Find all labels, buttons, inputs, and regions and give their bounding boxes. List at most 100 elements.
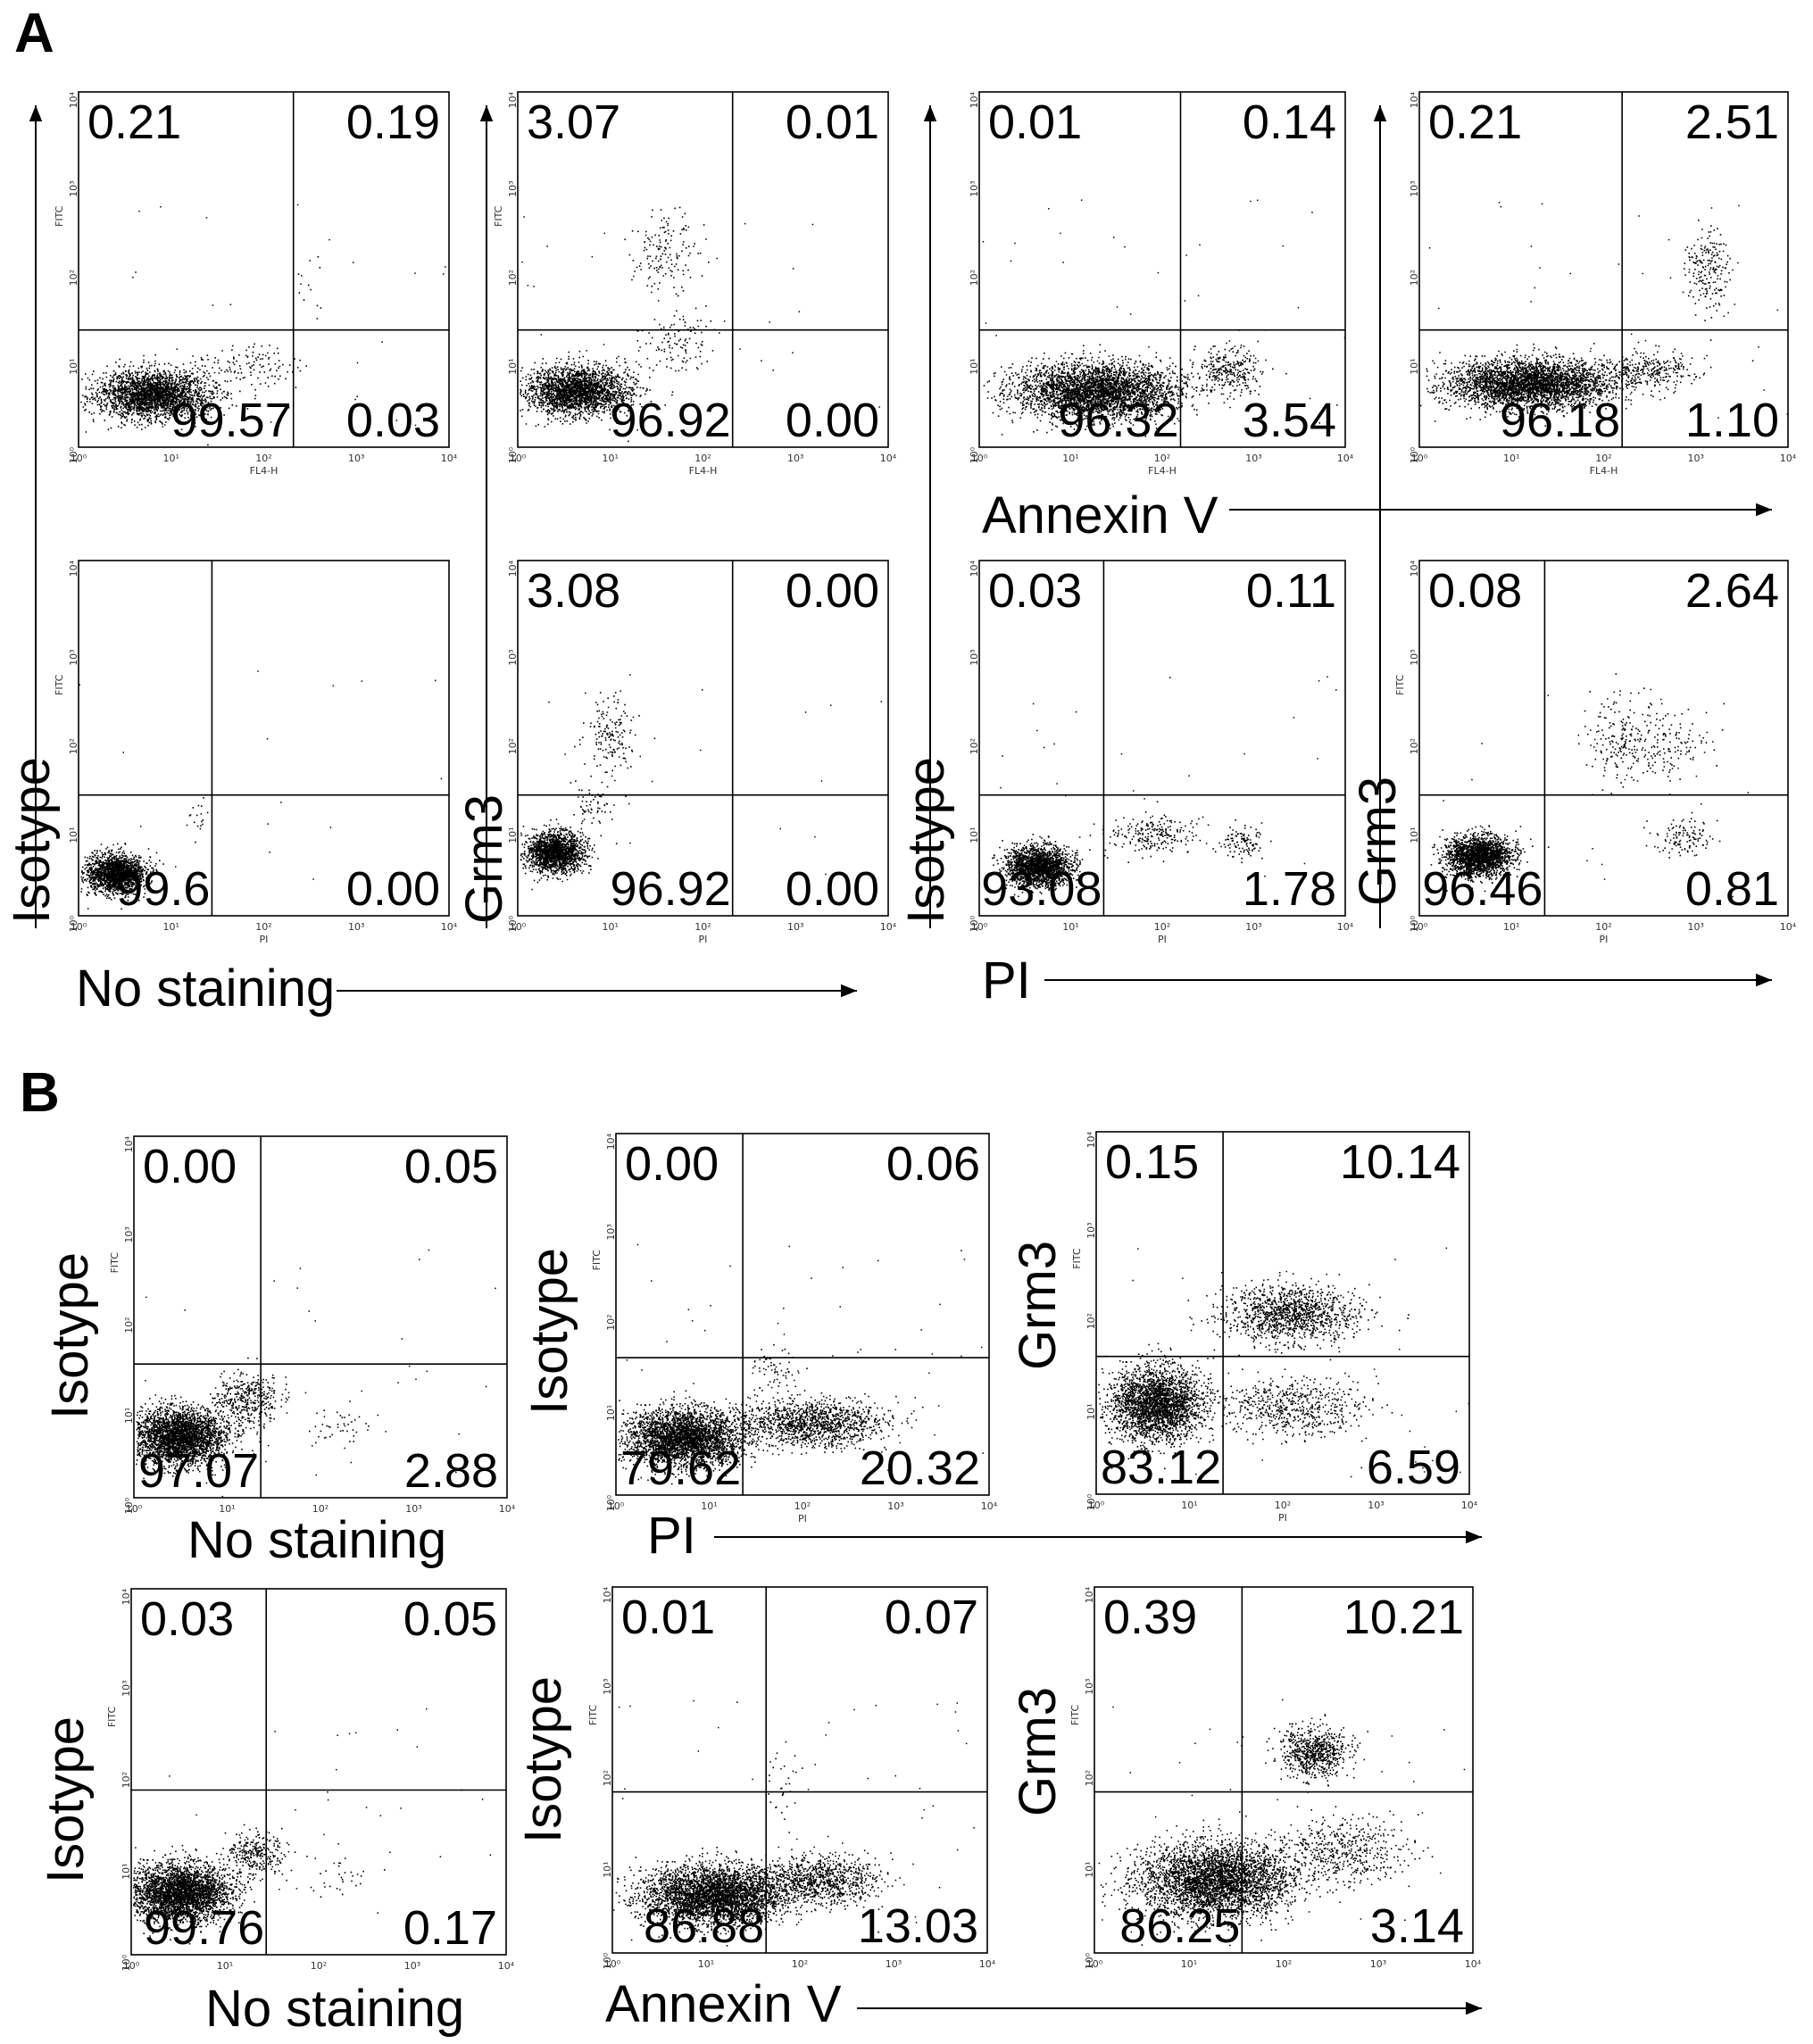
x-tick-label: 10² bbox=[311, 1960, 327, 1972]
quadrant-value-ul: 3.08 bbox=[527, 564, 620, 618]
quadrant-value-ll: 97.07 bbox=[138, 1444, 259, 1498]
x-tick-label: 10⁴ bbox=[1461, 1500, 1478, 1511]
x-tick-label: 10³ bbox=[887, 1500, 903, 1512]
x-tick-label: 10¹ bbox=[1503, 921, 1519, 933]
plot-frame bbox=[978, 560, 1346, 917]
x-tick-label: 10⁰ bbox=[608, 1500, 625, 1512]
x-tick-label: 10¹ bbox=[1062, 921, 1078, 933]
quadrant-value-ur: 0.06 bbox=[886, 1137, 980, 1191]
event-cluster bbox=[211, 1729, 398, 1882]
quadrant-value-ul: 0.21 bbox=[87, 96, 181, 149]
quadrant-value-ur: 0.07 bbox=[885, 1591, 978, 1644]
y-tick-label: 10⁴ bbox=[68, 91, 79, 108]
x-tick-label: 10³ bbox=[348, 921, 364, 933]
event-cluster bbox=[520, 216, 880, 443]
x-tick-label: 10⁴ bbox=[1780, 921, 1797, 933]
x-tick-label: 10⁰ bbox=[71, 453, 87, 464]
plot-layer: 10⁰ 10⁰ 10¹ 10¹ 10² 10² 10³ 10³ 10⁴ 10⁴ FL4-H FITC 0… bbox=[54, 91, 1797, 1972]
plot-frame bbox=[1095, 1131, 1470, 1495]
x-tick-label: 10² bbox=[312, 1503, 329, 1515]
quadrant-value-lr: 6.59 bbox=[1367, 1441, 1460, 1494]
x-axis-title: PI bbox=[982, 951, 1031, 1010]
x-tick-label: 10³ bbox=[1245, 921, 1261, 933]
y-channel-label: FITC bbox=[54, 674, 65, 695]
quadrant-value-ll: 93.08 bbox=[981, 862, 1102, 916]
event-cluster bbox=[136, 1249, 496, 1498]
y-tick-label: 10⁰ bbox=[121, 1954, 132, 1971]
quadrant-value-ll: 96.92 bbox=[611, 394, 731, 447]
x-tick-label: 10⁰ bbox=[1088, 1500, 1105, 1511]
scatter-dots bbox=[1098, 1247, 1470, 1478]
scatter-dots bbox=[982, 199, 1346, 437]
quadrant-value-ur: 2.64 bbox=[1685, 564, 1779, 618]
x-channel-label: PI bbox=[798, 1513, 807, 1525]
event-cluster bbox=[1612, 702, 1726, 795]
y-tick-label: 10² bbox=[1084, 1770, 1095, 1786]
plot-frame bbox=[1418, 560, 1789, 917]
x-tick-label: 10⁰ bbox=[604, 1958, 621, 1970]
y-tick-label: 10³ bbox=[1084, 1679, 1095, 1695]
event-cluster bbox=[1573, 220, 1788, 415]
y-tick-label: 10¹ bbox=[68, 827, 79, 843]
event-cluster bbox=[79, 670, 443, 910]
x-tick-label: 10⁰ bbox=[126, 1503, 143, 1515]
y-axis-title: Grm3 bbox=[455, 794, 513, 924]
x-tick-label: 10³ bbox=[1245, 453, 1261, 464]
y-tick-label: 10² bbox=[123, 1317, 135, 1334]
quadrant-value-ur: 0.05 bbox=[403, 1592, 497, 1646]
y-tick-label: 10⁰ bbox=[1084, 1952, 1095, 1969]
x-tick-label: 10⁴ bbox=[981, 1500, 998, 1512]
x-tick-label: 10² bbox=[792, 1958, 808, 1970]
event-cluster bbox=[570, 689, 703, 825]
quadrant-value-ur: 0.01 bbox=[786, 96, 879, 149]
x-axis-title: No staining bbox=[187, 1511, 446, 1569]
y-tick-label: 10¹ bbox=[1409, 359, 1420, 375]
y-tick-label: 10⁰ bbox=[969, 915, 980, 932]
y-tick-label: 10⁰ bbox=[507, 915, 519, 932]
y-tick-label: 10³ bbox=[507, 181, 519, 197]
y-tick-label: 10¹ bbox=[1084, 1862, 1095, 1878]
quadrant-value-ur: 0.05 bbox=[404, 1140, 498, 1193]
x-tick-label: 10² bbox=[1154, 453, 1170, 464]
plot-frame bbox=[1094, 1586, 1474, 1954]
y-tick-label: 10³ bbox=[1409, 181, 1420, 197]
x-channel-label: FL4-H bbox=[689, 465, 718, 477]
x-axis-title: Annexin V bbox=[982, 486, 1218, 544]
event-cluster bbox=[1586, 811, 1721, 862]
x-tick-label: 10¹ bbox=[1503, 453, 1519, 464]
y-channel-label: FITC bbox=[587, 1705, 599, 1726]
x-tick-label: 10³ bbox=[886, 1958, 902, 1970]
scatter-dots bbox=[1420, 202, 1788, 427]
quadrant-value-lr: 3.54 bbox=[1243, 394, 1336, 447]
quadrant-value-ll: 96.32 bbox=[1058, 394, 1178, 447]
y-tick-label: 10³ bbox=[68, 650, 79, 666]
quadrant-value-lr: 1.78 bbox=[1243, 862, 1336, 916]
y-tick-label: 10¹ bbox=[605, 1405, 617, 1421]
y-axis-title: Isotype bbox=[41, 1252, 99, 1419]
y-channel-label: FITC bbox=[1394, 674, 1406, 695]
x-tick-label: 10⁰ bbox=[971, 453, 988, 464]
x-channel-label: FL4-H bbox=[1590, 465, 1618, 477]
event-cluster bbox=[80, 204, 446, 446]
plot-frame bbox=[78, 91, 450, 448]
x-tick-label: 10⁴ bbox=[1465, 1958, 1482, 1970]
plot-frame bbox=[978, 91, 1346, 448]
y-tick-label: 10² bbox=[507, 270, 519, 286]
y-channel-label: FITC bbox=[591, 1250, 603, 1271]
quadrant-value-lr: 0.81 bbox=[1685, 862, 1779, 916]
x-tick-label: 10⁴ bbox=[880, 921, 897, 933]
y-tick-label: 10⁴ bbox=[507, 91, 519, 108]
scatter-dots bbox=[520, 674, 883, 891]
x-channel-label: FL4-H bbox=[250, 465, 279, 477]
y-tick-label: 10² bbox=[605, 1315, 617, 1331]
y-tick-label: 10² bbox=[68, 738, 79, 754]
x-tick-label: 10¹ bbox=[163, 921, 179, 933]
x-tick-label: 10¹ bbox=[1062, 453, 1078, 464]
y-tick-label: 10² bbox=[602, 1770, 613, 1786]
quadrant-value-lr: 0.03 bbox=[346, 394, 440, 447]
y-tick-label: 10² bbox=[68, 270, 79, 286]
y-tick-label: 10⁴ bbox=[1409, 91, 1420, 108]
